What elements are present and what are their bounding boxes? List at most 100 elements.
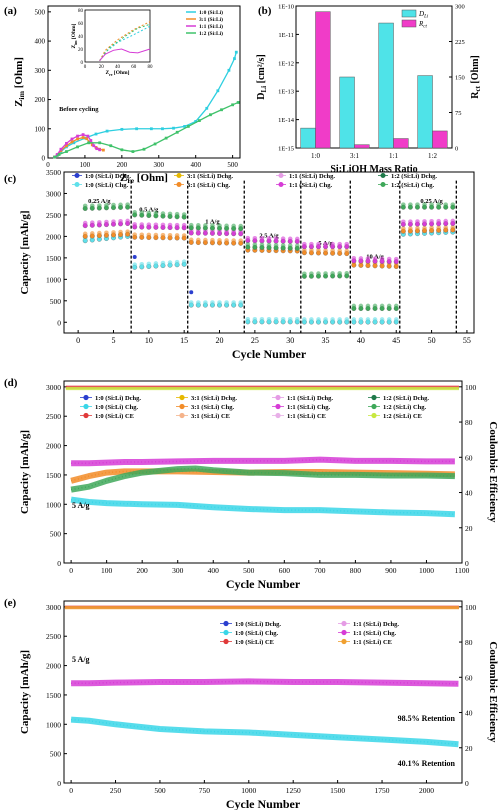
rate-label: 0.25 A/g <box>420 198 443 205</box>
data-point <box>422 219 427 224</box>
data-point <box>153 222 159 228</box>
data-point <box>132 222 137 227</box>
legend-swatch <box>341 620 347 627</box>
data-point <box>358 256 364 261</box>
data-point <box>408 219 413 224</box>
bar-rct <box>393 138 409 149</box>
data-point <box>401 219 406 225</box>
rate-label: 0.5 A/g <box>139 206 159 213</box>
data-point <box>111 202 116 208</box>
legend-swatch <box>223 620 229 627</box>
data-point <box>302 247 307 253</box>
data-point <box>167 211 173 217</box>
data-point <box>203 237 208 243</box>
y2-tick-label: 20 <box>465 744 473 753</box>
legend-entry: 1:0 (Si:Li) <box>199 9 223 16</box>
inset-x-tick-label: 60 <box>131 65 137 70</box>
series-0 <box>53 50 238 159</box>
x-tick-label: 1000 <box>419 566 434 575</box>
y2-axis-label: Coulombic Efficiency <box>487 421 499 523</box>
data-point <box>132 232 137 237</box>
data-point <box>259 236 265 241</box>
data-point <box>233 57 236 61</box>
x-tick-label: 100 <box>101 566 113 575</box>
legend-entry: 1:0 (Si:Li) Chg. <box>235 630 279 637</box>
y-tick-label: 1E-13 <box>278 89 294 96</box>
data-point <box>429 225 434 231</box>
data-point <box>238 238 244 243</box>
data-point <box>85 137 89 141</box>
data-point <box>87 141 91 145</box>
legend-entry: 1:0 (Si:Li) CE <box>235 639 274 646</box>
x-tick-label: 1500 <box>330 786 345 795</box>
data-point <box>408 226 413 231</box>
data-point <box>330 241 335 247</box>
data-point <box>188 222 194 228</box>
x-tick-label: 3:1 <box>350 152 359 160</box>
data-point <box>415 202 420 207</box>
data-point <box>135 127 139 131</box>
data-point <box>316 271 321 276</box>
data-point <box>273 316 279 322</box>
data-point <box>203 223 208 228</box>
y2-tick-label: 225 <box>455 39 465 46</box>
data-point <box>365 256 371 261</box>
data-point <box>65 141 68 145</box>
legend-entry: 1:0 (Si:Li) Dchg. <box>95 395 141 402</box>
data-point <box>216 89 220 93</box>
series-dots <box>70 470 455 482</box>
data-point <box>224 238 229 243</box>
x-tick-label: 0 <box>69 786 73 795</box>
data-point <box>89 203 95 209</box>
series-2 <box>71 456 455 467</box>
data-point <box>92 144 96 148</box>
x-tick-label: 1:2 <box>428 152 437 160</box>
y-tick-label: 1500 <box>46 691 61 700</box>
data-point <box>302 271 307 277</box>
legend-entry: 3:1 (Si:Li) Dchg. <box>191 395 237 402</box>
annotation: 40.1% Retention <box>398 759 456 768</box>
legend-swatch <box>371 394 377 401</box>
x-tick-label: 300 <box>172 566 184 575</box>
data-point <box>175 130 179 134</box>
data-point <box>146 210 152 216</box>
plot-frame <box>63 600 463 784</box>
data-point <box>125 202 130 207</box>
legend-entry: 1:0 (Si:Li) Dchg. <box>85 173 131 180</box>
inset-curve <box>99 48 151 62</box>
inset-curve <box>99 23 151 62</box>
y-tick-label: 0 <box>57 318 61 327</box>
series-dots <box>71 498 455 516</box>
data-point <box>316 248 321 253</box>
data-point <box>82 231 88 237</box>
legend-swatch <box>179 394 185 401</box>
bar-dli <box>300 127 316 149</box>
data-point <box>149 127 153 131</box>
data-point <box>309 271 314 276</box>
data-point <box>231 300 236 305</box>
legend-swatch <box>223 629 229 636</box>
data-point <box>160 222 166 228</box>
data-point <box>436 218 441 224</box>
annotation: 5 A/g <box>72 655 90 664</box>
legend-entry: 1:2 (Si:Li) Chg. <box>383 404 427 411</box>
series-2 <box>82 218 456 265</box>
x-tick-label: 800 <box>350 566 362 575</box>
legend-swatch <box>83 412 89 419</box>
legend-entry: 1:2 (Si:Li) Dchg. <box>391 173 437 180</box>
data-point <box>196 237 201 243</box>
legend-entry: 1:0 (Si:Li) Chg. <box>85 182 129 189</box>
x-tick-label: 10 <box>145 336 153 345</box>
rate-label: 0.25 A/g <box>88 198 111 205</box>
x-tick-label: 0 <box>76 336 80 345</box>
data-point <box>153 210 159 216</box>
data-point <box>203 300 208 305</box>
data-point <box>181 259 187 265</box>
data-point <box>443 225 449 230</box>
data-point <box>294 316 300 322</box>
y-tick-label: 1500 <box>46 254 61 263</box>
y-axis-label: Capacity [mAh/g] <box>19 430 31 514</box>
y-tick-label: 500 <box>50 297 62 306</box>
y-tick-label: 1000 <box>46 500 61 509</box>
y-tick-label: 0 <box>42 155 46 163</box>
